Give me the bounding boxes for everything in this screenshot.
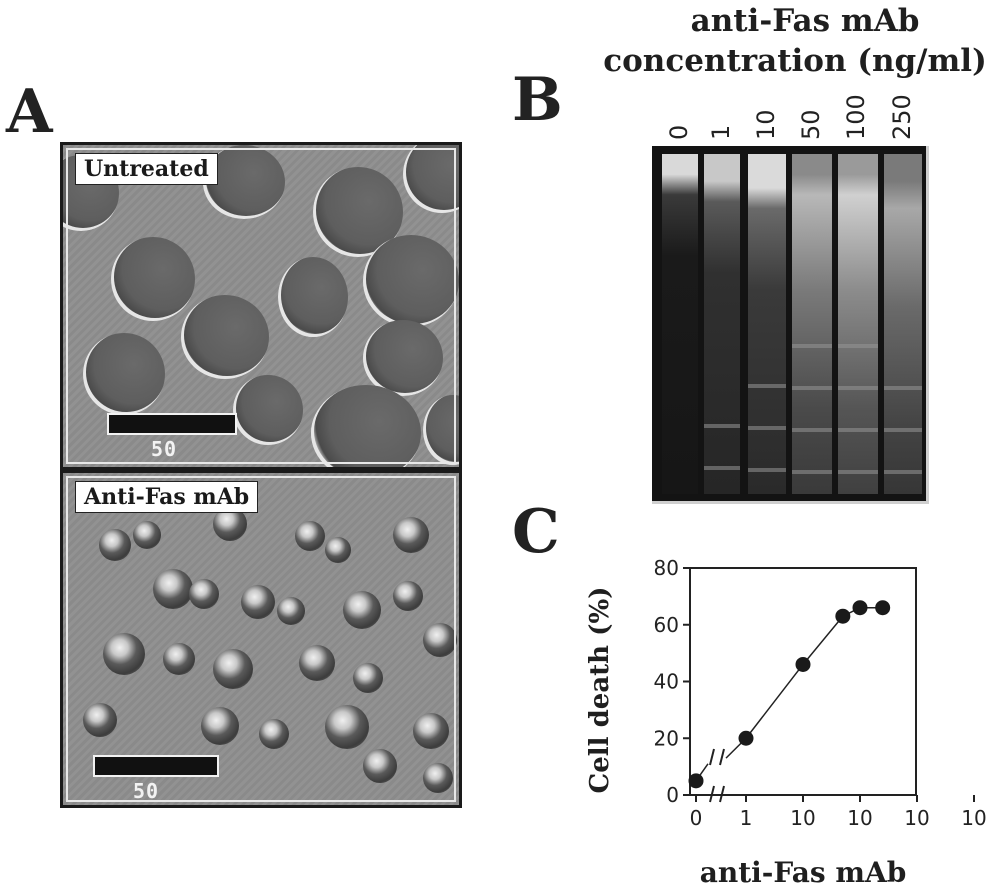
lane-label-50: 50: [797, 109, 825, 140]
x-tick-label: 0: [690, 806, 703, 830]
x-axis: 0 1 10 10 10 10: [690, 795, 987, 830]
scale-bar-bottom: [93, 755, 219, 777]
gel-lane-1: [704, 154, 740, 494]
lane-label-250: 250: [888, 94, 916, 140]
gel-lane-50: [792, 154, 832, 494]
data-series: [688, 600, 891, 789]
cell-death-chart: Cell death (%) 0 20 40 60 80 0 1 10 10 10 10 anti…: [585, 556, 987, 889]
panel-c-letter: C: [512, 497, 560, 567]
scale-bar-bottom-label: 50: [133, 779, 160, 803]
y-tick-label: 20: [654, 726, 679, 750]
lane-label-0: 0: [665, 124, 693, 140]
series-segment: [745, 664, 804, 739]
x-axis-label: anti-Fas mAb: [700, 856, 907, 889]
x-axis-break: [709, 748, 725, 803]
dna-gel: [652, 146, 929, 504]
untreated-label: Untreated: [75, 153, 218, 185]
x-tick-label: 1: [740, 806, 753, 830]
data-point: [795, 656, 811, 672]
x-tick-label: 10: [961, 806, 986, 830]
data-point: [835, 608, 851, 624]
scale-bar-top: [107, 413, 237, 435]
data-point: [738, 730, 754, 746]
lane-label-10: 10: [752, 109, 780, 140]
lane-label-1: 1: [707, 124, 735, 140]
data-point: [852, 600, 868, 616]
gel-header-line2: concentration (ng/ml): [603, 43, 987, 79]
y-tick-label: 0: [666, 783, 679, 807]
x-tick-label: 10: [847, 806, 872, 830]
x-tick-label: 10: [790, 806, 815, 830]
anti-fas-label: Anti-Fas mAb: [75, 481, 259, 513]
gel-lane-100: [838, 154, 878, 494]
panel-b-letter: B: [512, 65, 563, 135]
gel-lane-250: [884, 154, 922, 494]
lane-label-100: 100: [842, 94, 870, 140]
gel-lane-10: [748, 154, 786, 494]
x-tick-label: 10: [904, 806, 929, 830]
gel-header-line1: anti-Fas mAb: [690, 3, 920, 39]
y-axis: 0 20 40 60 80: [654, 556, 690, 807]
series-segment: [802, 615, 844, 665]
y-tick-label: 80: [654, 556, 679, 580]
y-tick-label: 40: [654, 670, 679, 694]
scale-bar-top-label: 50: [151, 437, 178, 461]
panel-a-letter: A: [6, 77, 53, 147]
y-axis-label: Cell death (%): [585, 587, 615, 794]
data-point: [688, 773, 704, 789]
micrograph-anti-fas: Anti-Fas mAb 50: [60, 470, 462, 808]
y-tick-label: 60: [654, 613, 679, 637]
data-point: [875, 600, 891, 616]
micrograph-untreated: Untreated 50: [60, 142, 462, 470]
gel-lane-0: [662, 154, 698, 494]
